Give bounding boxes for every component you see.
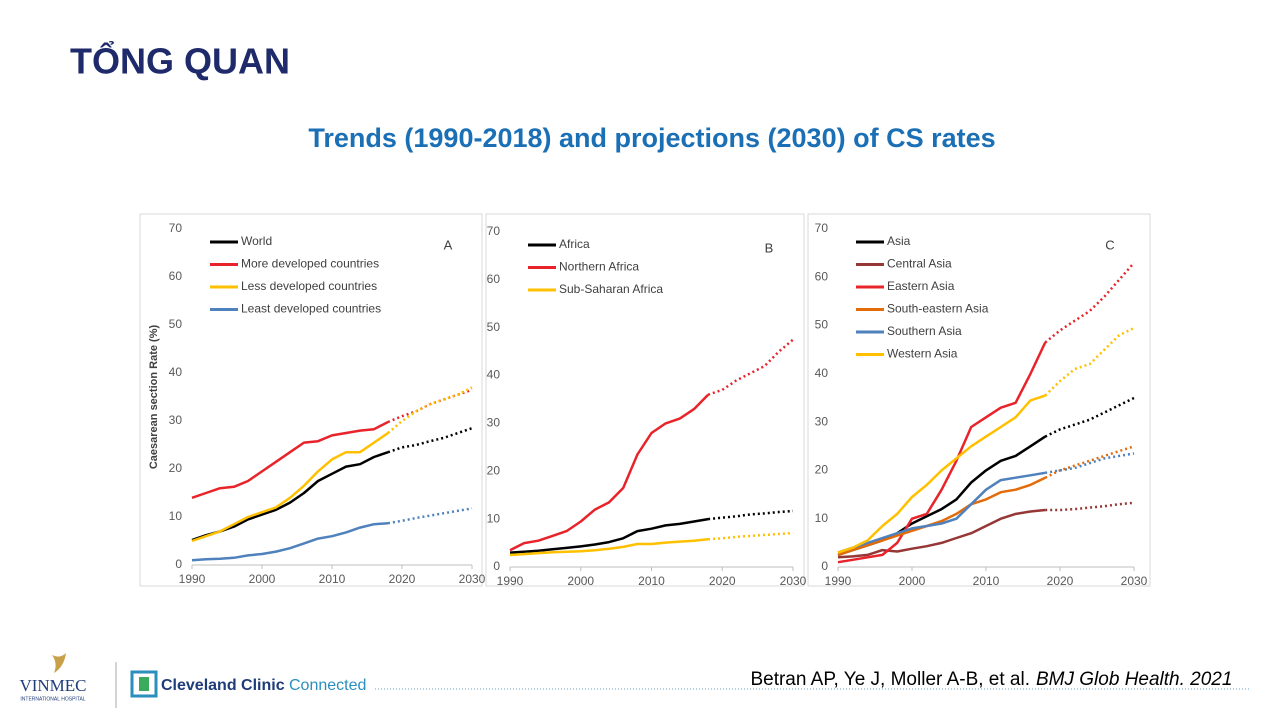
- slide-subtitle: Trends (1990-2018) and projections (2030…: [308, 123, 995, 153]
- y-tick-label: 70: [815, 221, 829, 235]
- projection-line: [1044, 261, 1135, 344]
- y-tick-label: 10: [815, 511, 829, 525]
- x-tick-label: 2030: [459, 572, 486, 586]
- legend-label: Southern Asia: [887, 324, 962, 338]
- trend-line: [837, 476, 1046, 557]
- legend-label: Asia: [887, 234, 911, 248]
- y-tick-label: 70: [487, 224, 501, 238]
- y-axis-title: Caesarean section Rate (%): [148, 325, 160, 470]
- legend-label: More developed countries: [241, 257, 379, 271]
- y-tick-label: 30: [487, 416, 501, 430]
- legend-label: Eastern Asia: [887, 279, 955, 293]
- y-tick-label: 20: [815, 463, 829, 477]
- citation-journal: BMJ Glob Health. 2021: [1036, 669, 1232, 690]
- cleveland-icon-cross: [139, 677, 149, 691]
- panel-letter: B: [765, 240, 774, 255]
- legend-label: Least developed countries: [241, 302, 381, 316]
- cleveland-connected: Connected: [289, 677, 366, 694]
- legend-label: Less developed countries: [241, 279, 377, 293]
- legend-label: Sub-Saharan Africa: [559, 282, 663, 296]
- projection-line: [1045, 501, 1135, 512]
- projection-line: [1044, 326, 1135, 397]
- projection-line: [1044, 452, 1135, 475]
- x-tick-label: 2020: [389, 572, 416, 586]
- cleveland-logo: Cleveland Clinic: [161, 677, 285, 694]
- legend-label: Western Asia: [887, 347, 958, 361]
- projection-line: [387, 386, 473, 434]
- x-tick-label: 2030: [1121, 574, 1148, 588]
- panel-letter: C: [1105, 237, 1114, 252]
- projection-line: [387, 507, 473, 525]
- trend-line: [837, 471, 1046, 554]
- x-tick-label: 2020: [709, 574, 736, 588]
- trend-line: [837, 394, 1046, 554]
- x-tick-label: 2030: [780, 574, 807, 588]
- y-tick-label: 0: [821, 559, 828, 573]
- y-tick-label: 20: [169, 461, 183, 475]
- legend-label: Africa: [559, 237, 590, 251]
- projection-line: [1044, 445, 1135, 479]
- y-tick-label: 50: [815, 318, 829, 332]
- cleveland-icon: [130, 670, 158, 698]
- legend-label: Central Asia: [887, 257, 952, 271]
- y-tick-label: 50: [487, 320, 501, 334]
- y-tick-label: 40: [487, 368, 501, 382]
- y-tick-label: 40: [169, 365, 183, 379]
- panel-frame: [139, 213, 483, 587]
- panel-frame: [485, 213, 805, 587]
- y-tick-label: 30: [169, 413, 183, 427]
- vinmec-sub: INTERNATIONAL HOSPITAL: [20, 696, 85, 702]
- y-tick-label: 0: [175, 557, 182, 571]
- trend-line: [509, 537, 709, 557]
- y-tick-label: 20: [487, 463, 501, 477]
- trend-line: [837, 435, 1046, 557]
- x-tick-label: 2010: [973, 574, 1000, 588]
- legend-label: World: [241, 234, 272, 248]
- projection-line: [1044, 396, 1135, 438]
- trend-line: [509, 517, 709, 554]
- vinmec-logo: VINMEC: [19, 676, 86, 695]
- y-tick-label: 10: [487, 511, 501, 525]
- vinmec-icon: [52, 653, 66, 673]
- x-tick-label: 2010: [638, 574, 665, 588]
- citation-authors: Betran AP, Ye J, Moller A-B, et al.: [750, 669, 1030, 690]
- y-tick-label: 10: [169, 509, 183, 523]
- x-tick-label: 2000: [249, 572, 276, 586]
- trend-line: [191, 431, 389, 543]
- x-tick-label: 2000: [899, 574, 926, 588]
- x-tick-label: 2000: [567, 574, 594, 588]
- panel-frame: [807, 213, 1151, 587]
- x-tick-label: 2020: [1047, 574, 1074, 588]
- y-tick-label: 60: [169, 269, 183, 283]
- x-tick-label: 1990: [825, 574, 852, 588]
- y-tick-label: 40: [815, 366, 829, 380]
- y-tick-label: 30: [815, 414, 829, 428]
- projection-line: [387, 427, 473, 454]
- slide-title: TỔNG QUAN: [70, 39, 290, 82]
- x-tick-label: 2010: [319, 572, 346, 586]
- y-tick-label: 60: [815, 269, 829, 283]
- x-tick-label: 1990: [179, 572, 206, 586]
- trend-line: [191, 420, 389, 499]
- trend-line: [509, 393, 709, 552]
- projection-line: [707, 338, 794, 396]
- legend-label: South-eastern Asia: [887, 302, 989, 316]
- projection-line: [707, 509, 794, 521]
- panel-letter: A: [444, 237, 453, 252]
- trend-line: [837, 508, 1046, 559]
- legend-label: Northern Africa: [559, 260, 639, 274]
- projection-line: [708, 531, 794, 541]
- x-tick-label: 1990: [497, 574, 524, 588]
- y-tick-label: 60: [487, 272, 501, 286]
- trend-line: [837, 341, 1047, 564]
- trend-line: [191, 521, 389, 562]
- y-tick-label: 50: [169, 317, 183, 331]
- y-tick-label: 70: [169, 221, 183, 235]
- y-tick-label: 0: [493, 559, 500, 573]
